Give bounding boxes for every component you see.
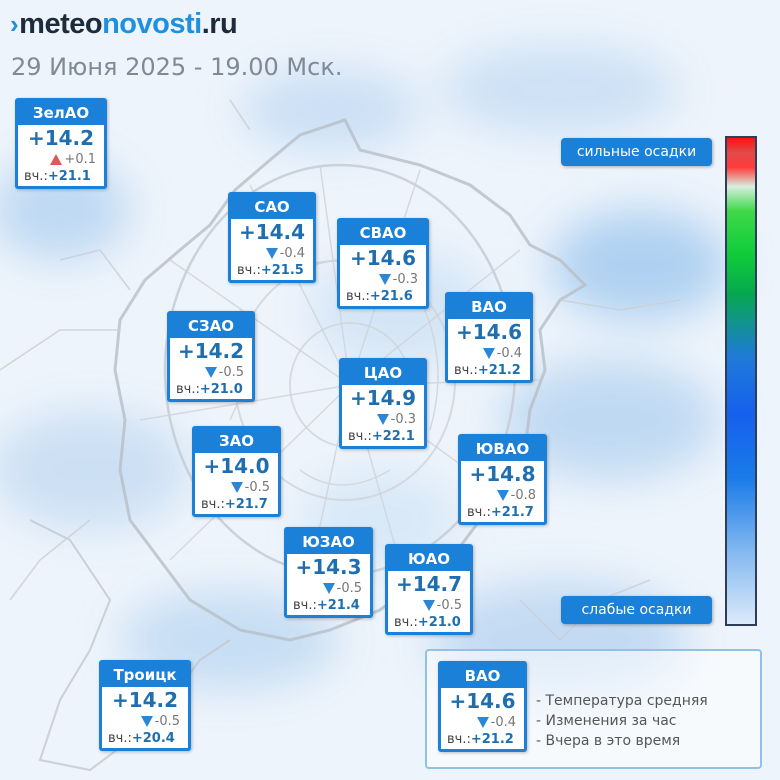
district-card-uao[interactable]: ЮАО +14.7 -0.5 вч.:+21.0 [385, 544, 473, 635]
district-change: -0.5 [388, 597, 470, 614]
logo-suffix: .ru [201, 8, 238, 40]
district-name: ЮВАО [461, 437, 544, 461]
trend-down-icon [376, 414, 389, 425]
district-yesterday: вч.:+21.0 [176, 382, 243, 397]
district-card-zao[interactable]: ЗАО +14.0 -0.5 вч.:+21.7 [192, 426, 281, 517]
district-card-zelao[interactable]: ЗелАО +14.2 +0.1 вч.:+21.1 [15, 98, 107, 189]
district-temp: +14.2 [27, 126, 95, 150]
district-yesterday: вч.:+21.1 [24, 169, 91, 184]
district-change: -0.4 [441, 714, 524, 731]
district-temp: +14.6 [449, 689, 516, 713]
district-name: ЗелАО [18, 101, 104, 125]
district-yesterday: вч.:+21.2 [447, 732, 514, 747]
district-name: Троицк [102, 663, 188, 687]
district-change: -0.4 [448, 345, 530, 362]
district-change: -0.5 [195, 479, 278, 496]
district-name: ВАО [441, 664, 524, 688]
district-change: +0.1 [18, 151, 104, 168]
trend-down-icon [482, 348, 495, 359]
district-name: ЮАО [388, 547, 470, 571]
precipitation-scale-bar [725, 136, 757, 626]
district-card-troitsk[interactable]: Троицк +14.2 -0.5 вч.:+20.4 [99, 660, 191, 751]
district-yesterday: вч.:+21.7 [201, 497, 268, 512]
logo-prefix: meteo [19, 8, 103, 40]
trend-up-icon [50, 154, 63, 165]
legend-line-yesterday: - Вчера в это время [536, 733, 681, 749]
forecast-datetime: 29 Июня 2025 - 19.00 Мск. [11, 53, 343, 81]
logo-accent: novosti [102, 8, 202, 40]
district-temp: +14.3 [295, 555, 362, 579]
district-change: -0.5 [170, 364, 252, 381]
legend-box: ВАО +14.6 -0.4 вч.:+21.2 - Температура с… [425, 649, 762, 769]
district-name: ЮЗАО [287, 530, 370, 554]
heavy-precip-label: сильные осадки [561, 138, 712, 166]
district-card-cao[interactable]: ЦАО +14.9 -0.3 вч.:+22.1 [339, 358, 427, 449]
trend-down-icon [204, 367, 217, 378]
district-card-svao[interactable]: СВАО +14.6 -0.3 вч.:+21.6 [337, 218, 429, 309]
logo-mark-icon: › [10, 9, 19, 39]
legend-line-change: - Изменения за час [536, 713, 677, 729]
district-yesterday: вч.:+21.5 [237, 263, 304, 278]
district-change: -0.3 [340, 271, 426, 288]
district-temp: +14.2 [177, 339, 245, 363]
district-temp: +14.6 [455, 320, 523, 344]
trend-down-icon [322, 583, 335, 594]
district-change: -0.3 [342, 411, 424, 428]
trend-down-icon [378, 274, 391, 285]
district-temp: +14.2 [111, 688, 179, 712]
trend-down-icon [476, 717, 489, 728]
site-logo[interactable]: ›meteonovosti.ru [10, 8, 238, 41]
legend-sample-card: ВАО +14.6 -0.4 вч.:+21.2 [438, 661, 527, 752]
district-name: ЗАО [195, 429, 278, 453]
district-temp: +14.7 [395, 572, 463, 596]
district-yesterday: вч.:+20.4 [108, 731, 175, 746]
district-yesterday: вч.:+21.0 [394, 615, 461, 630]
district-name: СЗАО [170, 314, 252, 338]
district-name: САО [231, 195, 313, 219]
district-name: ВАО [448, 295, 530, 319]
district-card-uzao[interactable]: ЮЗАО +14.3 -0.5 вч.:+21.4 [284, 527, 373, 618]
district-change: -0.5 [287, 580, 370, 597]
district-temp: +14.0 [203, 454, 270, 478]
light-precip-label: слабые осадки [561, 596, 712, 624]
district-name: ЦАО [342, 361, 424, 385]
trend-down-icon [230, 482, 243, 493]
district-temp: +14.4 [238, 220, 306, 244]
district-yesterday: вч.:+21.2 [454, 363, 521, 378]
district-card-vao[interactable]: ВАО +14.6 -0.4 вч.:+21.2 [445, 292, 533, 383]
district-card-sao[interactable]: САО +14.4 -0.4 вч.:+21.5 [228, 192, 316, 283]
district-temp: +14.9 [349, 386, 417, 410]
trend-down-icon [496, 490, 509, 501]
legend-lines: - Температура средняя - Изменения за час… [536, 691, 708, 751]
district-temp: +14.6 [349, 246, 417, 270]
district-yesterday: вч.:+22.1 [348, 429, 415, 444]
district-change: -0.5 [102, 713, 188, 730]
district-yesterday: вч.:+21.6 [346, 289, 413, 304]
legend-line-temp: - Температура средняя [536, 693, 708, 709]
district-card-szao[interactable]: СЗАО +14.2 -0.5 вч.:+21.0 [167, 311, 255, 402]
trend-down-icon [422, 600, 435, 611]
district-card-uvao[interactable]: ЮВАО +14.8 -0.8 вч.:+21.7 [458, 434, 547, 525]
district-yesterday: вч.:+21.4 [293, 598, 360, 613]
district-temp: +14.8 [469, 462, 536, 486]
district-change: -0.4 [231, 245, 313, 262]
district-change: -0.8 [461, 487, 544, 504]
district-yesterday: вч.:+21.7 [467, 505, 534, 520]
district-name: СВАО [340, 221, 426, 245]
trend-down-icon [140, 716, 153, 727]
trend-down-icon [265, 248, 278, 259]
